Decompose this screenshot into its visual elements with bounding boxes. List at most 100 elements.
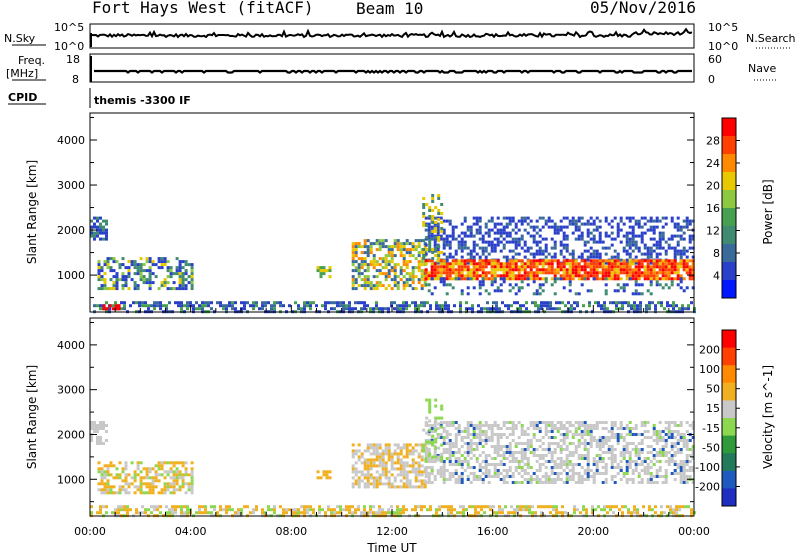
power-cell [493,259,497,263]
noise-tick-right-lo: 10^0 [708,40,738,53]
velocity-cell [676,466,680,469]
velocity-cell [468,505,471,509]
velocity-cell [652,433,656,436]
velocity-cell [537,505,540,509]
power-cell [390,254,394,258]
power-cell [529,219,533,223]
velocity-cell [517,421,521,424]
power-cell [639,304,642,308]
power-cell [336,301,339,305]
velocity-cell [601,427,605,430]
power-cell [445,274,449,278]
power-cell [231,301,234,305]
velocity-cell [237,511,240,515]
power-cell [426,301,429,305]
power-cell [102,304,106,308]
velocity-cell [454,427,458,430]
power-cell [529,277,533,281]
power-cell [93,216,96,220]
velocity-cell [493,469,497,472]
velocity-cell [428,404,432,408]
power-cell [472,259,476,263]
power-cell [463,262,467,266]
power-cell [537,304,540,308]
velocity-cell [181,485,185,489]
power-cell [127,275,131,279]
velocity-cell [544,466,548,469]
velocity-cell [381,458,385,462]
velocity-cell [640,469,644,472]
power-cell [424,216,428,220]
velocity-cell [366,485,370,489]
power-cell [550,262,554,266]
power-cell [396,248,400,252]
power-cell [532,271,536,275]
power-cell [366,254,370,258]
velocity-cell [523,469,527,472]
power-cell [652,268,656,272]
velocity-cell [445,421,449,424]
velocity-cell [646,469,650,472]
power-cell [523,274,527,278]
velocity-cell [583,427,587,430]
velocity-cell [529,442,533,445]
velocity-cell [487,454,491,457]
velocity-cell [165,511,168,515]
velocity-cell [634,466,638,469]
power-cell [619,240,623,244]
power-cell [619,216,623,220]
velocity-cell [306,505,309,509]
velocity-cell [97,467,101,471]
power-cell [402,245,406,249]
velocity-cell [517,481,521,484]
velocity-cell [595,472,599,475]
velocity-cell [598,439,602,442]
power-cell [541,216,545,220]
velocity-cell [559,457,563,460]
velocity-cell [172,473,176,477]
velocity-cell [420,473,424,477]
power-cell [328,269,332,273]
velocity-cell [105,430,108,433]
power-cell [484,259,488,263]
power-cell [616,234,620,238]
power-cell [549,307,552,311]
power-cell [184,284,188,288]
power-cell [234,301,237,305]
velocity-cell [309,508,312,512]
velocity-cell [682,475,686,478]
power-cell [568,283,572,287]
velocity-cell [166,488,170,492]
power-cell [606,307,609,311]
velocity-cell [601,421,605,424]
power-cell [670,277,674,281]
power-cell [562,265,566,269]
power-cell [420,272,424,276]
velocity-cell [655,469,659,472]
power-cell [640,262,644,266]
power-cell [529,252,533,256]
velocity-cell [577,433,581,436]
power-cell [100,269,104,273]
velocity-cell [454,481,458,484]
velocity-cell [628,460,632,463]
power-cell [619,228,623,232]
power-cell [136,287,140,291]
power-cell [306,301,309,305]
power-cell [181,287,185,291]
power-cell [375,307,378,311]
velocity-cell [422,446,426,450]
power-cell [127,272,131,276]
velocity-cell [547,451,551,454]
velocity-cell [520,424,524,427]
power-cell [511,237,515,241]
power-cell [466,246,470,250]
velocity-cell [523,478,527,481]
power-cell [682,265,686,269]
power-cell [393,278,397,282]
power-cell [451,255,455,259]
power-cell [405,307,408,311]
velocity-cell [160,488,164,492]
power-cell [133,281,137,285]
power-cell [496,237,500,241]
